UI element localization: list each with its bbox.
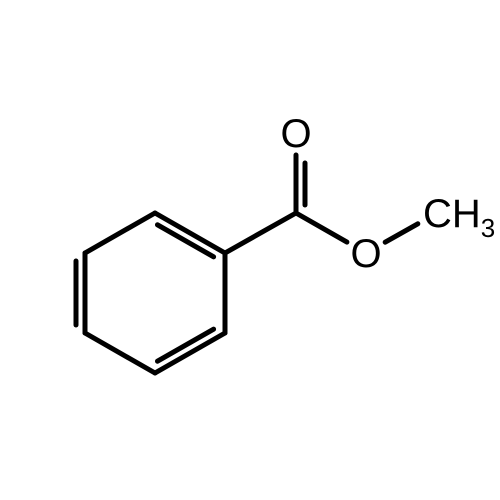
atom-label-o9: O [350,232,381,276]
chemical-structure-diagram: OOCH3 [0,0,500,500]
atom-label-o8: O [280,112,311,156]
canvas-background [0,0,500,500]
